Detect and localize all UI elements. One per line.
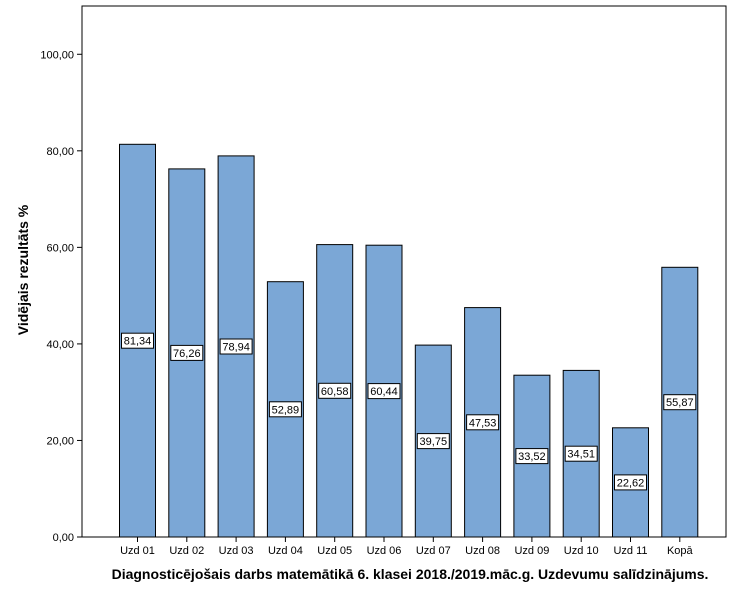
y-tick-label: 0,00 [53, 532, 74, 544]
data-label: 39,75 [420, 436, 448, 448]
x-tick-label: Kopā [667, 545, 694, 557]
data-label: 52,89 [272, 404, 300, 416]
y-tick-label: 20,00 [46, 435, 74, 447]
data-label-box [367, 383, 401, 400]
data-label-box [219, 338, 253, 355]
x-tick-label: Uzd 01 [120, 545, 155, 557]
data-label-box [268, 401, 302, 418]
x-tick-label: Uzd 04 [268, 545, 303, 557]
x-tick-label: Uzd 02 [169, 545, 204, 557]
x-tick-label: Uzd 11 [613, 545, 647, 557]
data-label: 47,53 [469, 417, 497, 429]
data-labels-layer: 81,34 76,26 78,94 52,89 60,58 60,44 39,75 47,53… [121, 332, 697, 491]
y-axis-title: Vidējais rezultāts % [15, 204, 31, 335]
x-tick-label: Uzd 07 [416, 545, 451, 557]
y-tick-label: 60,00 [46, 242, 74, 254]
data-label: 34,51 [567, 449, 595, 461]
y-tick-label: 40,00 [46, 339, 74, 351]
data-label: 81,34 [124, 336, 152, 348]
data-label: 76,26 [173, 348, 201, 360]
x-tick-label: Uzd 08 [465, 545, 500, 557]
data-label-box [466, 414, 500, 431]
x-tick-label: Uzd 10 [564, 545, 599, 557]
data-label: 78,94 [222, 342, 250, 354]
data-label-box [170, 344, 204, 361]
x-tick-label: Uzd 05 [317, 545, 352, 557]
data-label: 33,52 [518, 451, 546, 463]
data-label-box [614, 474, 647, 491]
data-label-box [318, 382, 352, 399]
data-label: 60,58 [321, 386, 349, 398]
x-tick-label: Uzd 06 [367, 545, 402, 557]
plot-frame [81, 5, 727, 538]
x-tick-label: Uzd 03 [219, 545, 254, 557]
axes-layer: 0,00 20,00 40,00 60,00 80,00 100,00 Uzd 01 Uzd … [40, 5, 727, 557]
y-tick-label: 80,00 [46, 146, 74, 158]
data-label: 22,62 [617, 477, 645, 489]
y-tick-label: 100,00 [40, 49, 74, 61]
bars-layer [119, 143, 699, 538]
data-label-box [663, 394, 697, 411]
data-label-box [121, 332, 154, 349]
data-label-box [515, 448, 549, 465]
data-label: 55,87 [666, 397, 694, 409]
data-label-box [416, 433, 450, 450]
x-tick-label: Uzd 09 [514, 545, 549, 557]
x-axis-title: Diagnosticējošais darbs matemātikā 6. kl… [112, 566, 709, 582]
data-label: 60,44 [370, 386, 398, 398]
data-label-box [564, 445, 598, 462]
